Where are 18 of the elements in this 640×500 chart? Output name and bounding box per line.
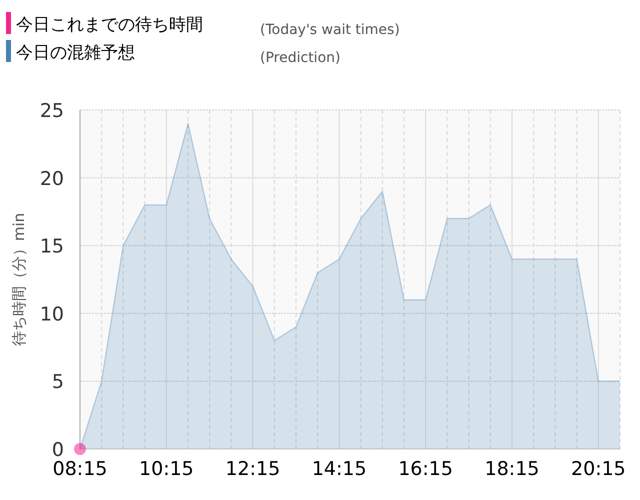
x-tick-label: 18:15 <box>484 458 540 480</box>
x-tick-label: 08:15 <box>52 458 108 480</box>
x-tick-label: 16:15 <box>398 458 453 480</box>
x-tick-label: 14:15 <box>312 458 367 480</box>
y-tick-label: 15 <box>40 236 64 258</box>
y-tick-label: 25 <box>40 100 64 122</box>
x-tick-label: 20:15 <box>571 458 626 480</box>
legend-label: 今日これまでの待ち時間 <box>16 15 203 35</box>
legend-label: 今日の混雑予想 <box>16 43 135 63</box>
x-tick-label: 10:15 <box>139 458 194 480</box>
text: (Today's wait times) <box>260 22 400 38</box>
y-axis-title: 待ち時間（分）min <box>10 212 28 346</box>
y-tick-label: 0 <box>52 439 64 461</box>
x-tick-label: 12:15 <box>225 458 280 480</box>
y-tick-label: 10 <box>40 303 64 326</box>
y-tick-label: 20 <box>40 168 64 190</box>
y-tick-label: 5 <box>52 371 64 394</box>
text: (Prediction) <box>260 50 340 66</box>
